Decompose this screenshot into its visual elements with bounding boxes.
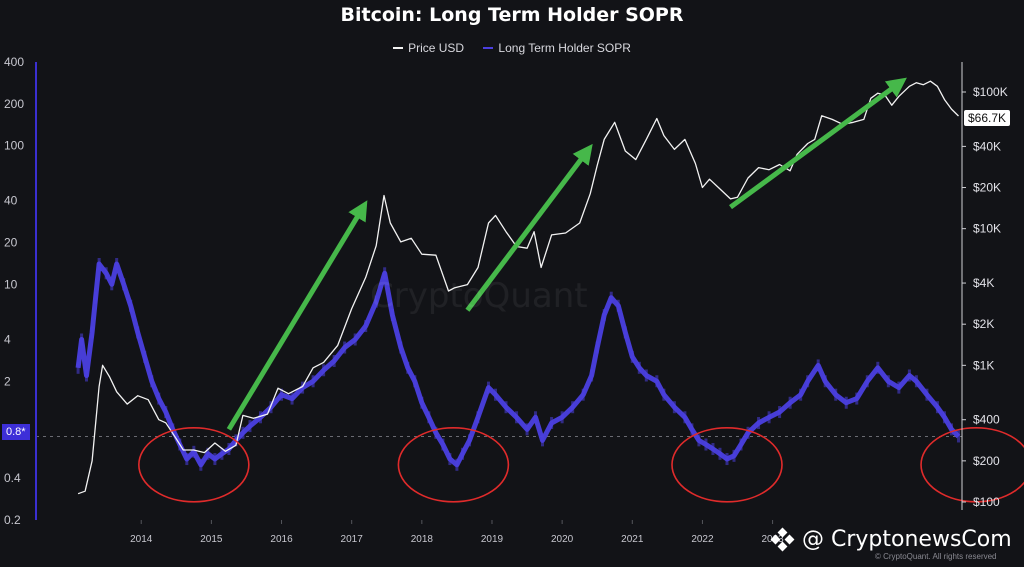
y-left-tick-label: 200 xyxy=(4,97,24,111)
legend-label-sopr: Long Term Holder SOPR xyxy=(498,41,631,55)
y-right-tick-label: $1K xyxy=(973,358,994,372)
y-left-tick-label: 0.2 xyxy=(4,513,21,527)
trend-arrow xyxy=(729,77,907,210)
copyright-text: © CryptoQuant. All rights reserved xyxy=(875,552,997,561)
legend-swatch-sopr xyxy=(483,47,494,49)
watermark: CryptoQuant xyxy=(370,276,588,316)
bottom-highlight-circle xyxy=(397,426,510,503)
x-tick-label: 2016 xyxy=(270,534,293,545)
x-tick-label: 2021 xyxy=(621,534,644,545)
legend-swatch-price xyxy=(393,47,404,49)
y-right-tick-label: $10K xyxy=(973,222,1001,236)
x-tick-label: 2019 xyxy=(481,534,504,545)
y-right-tick-label: $4K xyxy=(973,276,994,290)
bottom-highlight-circle xyxy=(671,426,783,503)
legend: Price USD Long Term Holder SOPR xyxy=(0,38,1024,55)
y-right-tick-label: $400 xyxy=(973,413,1000,427)
legend-item-price[interactable]: Price USD xyxy=(393,41,464,55)
x-tick-label: 2018 xyxy=(411,534,434,545)
y-right-tick-label: $20K xyxy=(973,181,1001,195)
y-right-tick-label: $100 xyxy=(973,495,1000,509)
x-tick-label: 2014 xyxy=(130,534,153,545)
y-right-tick-label: $40K xyxy=(973,139,1001,153)
y-left-tick-label: 10 xyxy=(4,277,18,291)
current-sopr-tag: 0.8* xyxy=(2,424,30,440)
price-line xyxy=(77,80,959,495)
legend-label-price: Price USD xyxy=(408,41,465,55)
sopr-line xyxy=(75,261,961,468)
y-right-tick-label: $2K xyxy=(973,317,994,331)
y-left-tick-label: 100 xyxy=(4,139,24,153)
y-left-tick-label: 0.4 xyxy=(4,471,21,485)
brand-credit: @ CryptonewsCom xyxy=(770,527,1012,552)
price-series xyxy=(77,80,959,495)
x-tick-label: 2020 xyxy=(551,534,574,545)
axes: 2014201520162017201820192020202120222023… xyxy=(4,55,1008,545)
y-left-tick-label: 2 xyxy=(4,374,11,388)
y-left-tick-label: 20 xyxy=(4,236,18,250)
y-right-tick-label: $200 xyxy=(973,454,1000,468)
x-tick-label: 2022 xyxy=(691,534,714,545)
brand-text: @ CryptonewsCom xyxy=(802,527,1012,552)
y-left-tick-label: 40 xyxy=(4,194,18,208)
bottom-highlight-circle xyxy=(920,426,1024,503)
x-tick-label: 2017 xyxy=(341,534,364,545)
y-right-tick-label: $100K xyxy=(973,85,1008,99)
current-price-tag: $66.7K xyxy=(964,110,1011,126)
trend-arrow xyxy=(226,200,368,431)
binance-logo-icon xyxy=(770,527,795,551)
sopr-series xyxy=(75,258,961,471)
trend-arrow xyxy=(465,143,593,312)
bottom-highlight-circle xyxy=(138,426,250,503)
x-tick-label: 2015 xyxy=(200,534,223,545)
chart-title: Bitcoin: Long Term Holder SOPR xyxy=(340,4,684,26)
legend-item-sopr[interactable]: Long Term Holder SOPR xyxy=(483,41,631,55)
y-left-tick-label: 4 xyxy=(4,332,11,346)
annotations xyxy=(138,77,1024,503)
y-left-tick-label: 400 xyxy=(4,55,24,69)
